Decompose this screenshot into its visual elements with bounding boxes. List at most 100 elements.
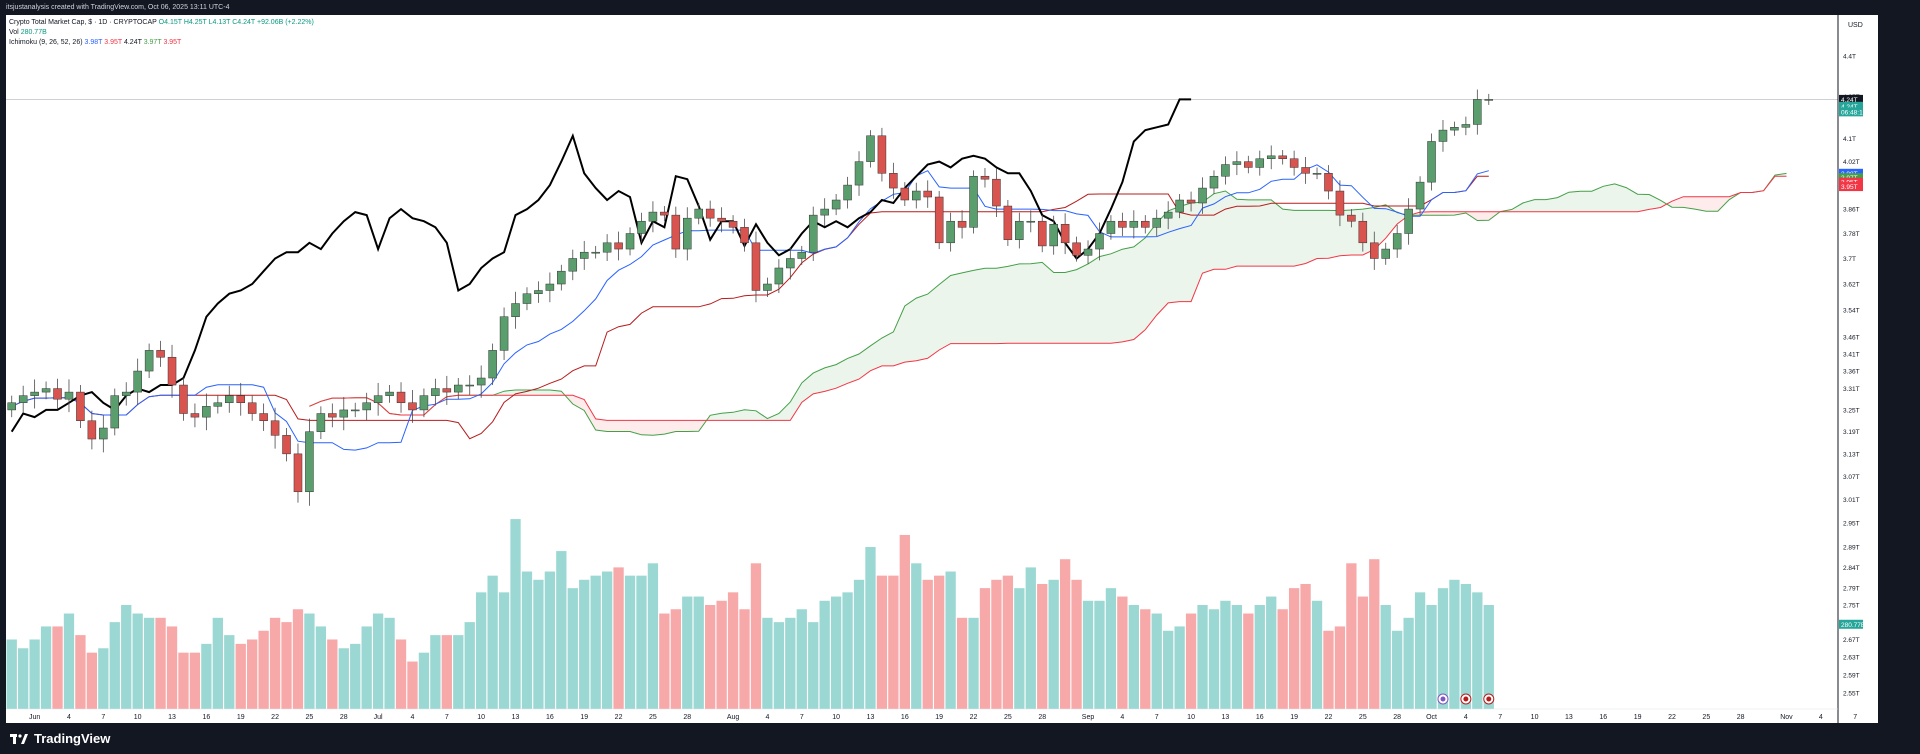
chart-canvas[interactable]: USD4.4T4.25T4.1T4.02T3.86T3.78T3.7T3.62T…: [6, 15, 1878, 723]
volume-bar: [1288, 588, 1300, 709]
legend-volume-row[interactable]: Vol 280.77B: [9, 28, 314, 38]
ichimoku-cloud-segment: [1145, 223, 1157, 330]
legend-volume-label[interactable]: Vol: [9, 29, 19, 36]
candle-body: [476, 377, 486, 386]
candle-body: [1370, 242, 1379, 259]
ichimoku-cloud-segment: [904, 298, 917, 363]
ichimoku-conversion-line: [11, 164, 1489, 451]
candle-body: [339, 409, 349, 418]
legend-ichimoku-row[interactable]: Ichimoku (9, 26, 52, 26) 3.98T 3.95T 4.2…: [9, 38, 314, 48]
volume-bar: [258, 630, 269, 709]
volume-layer: [6, 519, 1494, 709]
volume-bar: [922, 579, 933, 709]
volume-bar: [109, 622, 120, 709]
ichimoku-cloud-segment: [1282, 209, 1295, 267]
price-badge: [1839, 619, 1863, 629]
ichimoku-cloud-segment: [1672, 196, 1684, 208]
candle-body: [282, 435, 291, 455]
volume-bar: [1380, 605, 1391, 709]
volume-bar: [1094, 600, 1105, 709]
ichimoku-cloud-segment: [893, 306, 905, 366]
volume-bar: [338, 648, 349, 709]
volume-bar: [1426, 605, 1437, 709]
volume-bar: [1346, 563, 1357, 709]
candle-body: [76, 391, 85, 422]
candle-body: [763, 283, 772, 291]
ichimoku-cloud-segment: [1076, 263, 1088, 344]
volume-bar: [155, 617, 166, 709]
legend-main-row[interactable]: Crypto Total Market Cap, $ · 1D · CRYPTO…: [9, 18, 314, 28]
time-axis-tick-label: 22: [970, 714, 978, 721]
volume-bar: [956, 617, 968, 709]
volume-bar: [682, 596, 693, 709]
ichimoku-cloud-segment: [962, 270, 974, 344]
price-axis-tick-label: 2.89T: [1843, 545, 1860, 552]
volume-bar: [1254, 605, 1265, 709]
tradingview-brand[interactable]: TradingView: [10, 731, 110, 746]
candle-body: [854, 161, 864, 186]
ichimoku-cloud-segment: [1694, 196, 1707, 212]
volume-bar: [1174, 626, 1185, 709]
candle-body: [1129, 220, 1139, 228]
candle-body: [637, 220, 646, 234]
price-axis-tick-label: 3.46T: [1843, 334, 1860, 341]
candle-body: [87, 420, 97, 440]
volume-bar: [876, 575, 888, 709]
volume-bar: [865, 547, 876, 709]
time-axis-tick-label: 10: [1531, 714, 1539, 721]
ichimoku-cloud-segment: [847, 354, 859, 384]
candle-body: [499, 316, 509, 351]
ichimoku-cloud-segment: [1122, 246, 1134, 342]
ichimoku-cloud-segment: [985, 268, 997, 344]
volume-bar: [98, 648, 109, 709]
candle-body: [1209, 175, 1219, 189]
candle-body: [1015, 220, 1024, 240]
ichimoku-cloud-segment: [916, 294, 928, 361]
us-flag-event-icon: [1460, 693, 1472, 705]
time-axis-tick-label: 16: [202, 714, 210, 721]
time-axis-tick-label: 4: [1120, 714, 1124, 721]
candle-body: [625, 233, 635, 250]
candle-body: [1324, 173, 1333, 192]
ichimoku-cloud-segment: [1202, 193, 1214, 274]
ichimoku-leading-span-b: [309, 175, 1787, 421]
ichimoku-cloud-segment: [1568, 191, 1581, 212]
ichimoku-lines-layer: [10, 98, 1787, 451]
candle-body: [1083, 248, 1093, 256]
time-axis-tick-label: 7: [1155, 714, 1159, 721]
price-axis-tick-label: 4.1T: [1843, 136, 1856, 143]
volume-bar: [1369, 559, 1380, 709]
time-axis-tick-label: 7: [101, 714, 105, 721]
candle-body: [1381, 248, 1390, 259]
price-axis-tick-label: 2.63T: [1843, 655, 1860, 662]
legend-symbol-title[interactable]: Crypto Total Market Cap, $ · 1D · CRYPTO…: [9, 19, 157, 26]
candle-body: [740, 227, 749, 244]
volume-bar: [739, 609, 750, 709]
volume-bar: [1220, 600, 1231, 709]
volume-bar: [1483, 605, 1494, 709]
chart-pane[interactable]: USD4.4T4.25T4.1T4.02T3.86T3.78T3.7T3.62T…: [6, 15, 1878, 723]
time-axis-tick-label: 28: [683, 714, 691, 721]
ichimoku-cloud-segment: [1259, 199, 1272, 267]
candle-body: [202, 406, 211, 418]
ichimoku-cloud-segment: [744, 409, 756, 421]
candle-body: [1347, 214, 1356, 222]
volume-bar: [613, 567, 624, 709]
legend-ichimoku-label[interactable]: Ichimoku (9, 26, 52, 26): [9, 39, 83, 46]
volume-bar: [166, 626, 178, 709]
ichimoku-cloud-segment: [996, 266, 1008, 344]
volume-bar: [601, 571, 613, 709]
volume-bar: [1185, 613, 1197, 709]
candle-body: [408, 402, 417, 411]
candle-body: [156, 350, 165, 358]
volume-bar: [853, 579, 865, 709]
time-axis-tick-label: 4: [1464, 714, 1468, 721]
volume-bar: [830, 596, 842, 709]
candle-body: [1221, 164, 1230, 177]
volume-bar: [556, 551, 567, 709]
volume-bar: [1460, 583, 1472, 709]
attribution-bar: itsjustanalysis created with TradingView…: [0, 0, 1920, 15]
volume-bar: [1048, 579, 1059, 709]
ichimoku-cloud-segment: [1030, 262, 1043, 344]
